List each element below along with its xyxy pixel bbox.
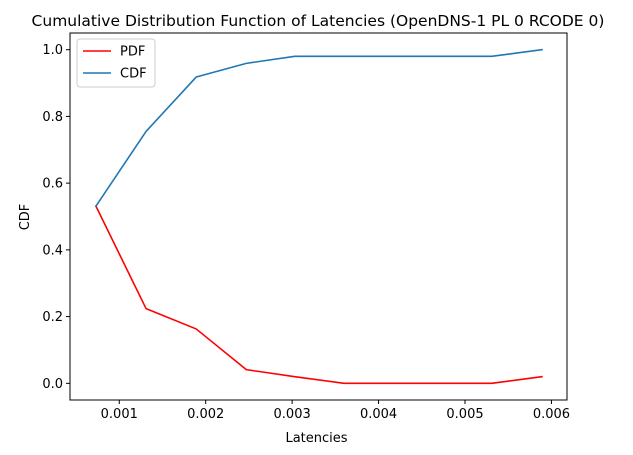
y-tick-label: 0.6 [42, 177, 63, 192]
axes-frame [69, 32, 568, 401]
legend: PDF CDF [76, 38, 156, 88]
legend-label-cdf: CDF [120, 67, 147, 82]
plot-area: 0.001 0.002 0.003 0.004 0.005 0.006 0.0 0.2 0.4… [42, 32, 570, 422]
series-line-cdf [94, 48, 543, 208]
y-tick-label: 0.4 [42, 243, 63, 258]
x-tick-label: 0.006 [533, 407, 570, 422]
x-axis-ticks: 0.001 0.002 0.003 0.004 0.005 0.006 [101, 400, 570, 422]
series-line-pdf [94, 205, 543, 385]
legend-label-pdf: PDF [120, 45, 145, 60]
y-tick-label: 0.8 [42, 110, 63, 125]
y-tick-label: 1.0 [42, 43, 63, 58]
series-layer [94, 48, 543, 385]
x-tick-label: 0.003 [274, 407, 311, 422]
x-tick-label: 0.002 [187, 407, 224, 422]
y-tick-label: 0.2 [42, 310, 63, 325]
x-tick-label: 0.001 [101, 407, 138, 422]
x-axis-label: Latencies [285, 431, 347, 446]
y-axis-label: CDF [18, 204, 33, 231]
chart-title: Cumulative Distribution Function of Late… [32, 12, 605, 30]
y-tick-label: 0.0 [42, 377, 63, 392]
y-axis-ticks: 0.0 0.2 0.4 0.6 0.8 1.0 [42, 43, 70, 392]
x-tick-label: 0.004 [360, 407, 397, 422]
x-tick-label: 0.005 [446, 407, 483, 422]
